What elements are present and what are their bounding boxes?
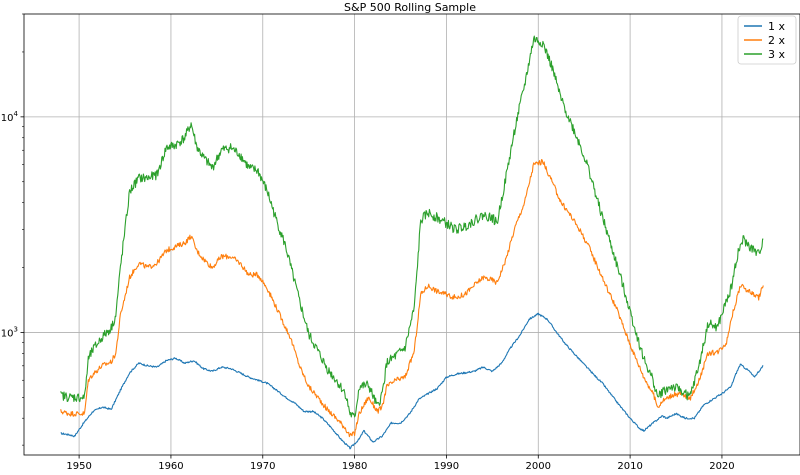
chart-title: S&P 500 Rolling Sample: [344, 1, 476, 14]
series-line-1: [60, 312, 764, 450]
series-lines: [60, 35, 764, 450]
plot-frame: [23, 13, 800, 456]
grid-lines: [24, 14, 800, 455]
y-tick-base: 10: [1, 113, 14, 124]
x-tick-label: 2010: [617, 461, 642, 472]
legend-box: [737, 15, 797, 65]
legend-label: 1 x: [768, 20, 785, 33]
plot-area: [24, 14, 800, 455]
x-tick-label: 1970: [250, 461, 275, 472]
legend: 1 x2 x3 x: [737, 15, 797, 65]
x-tick-label: 1960: [158, 461, 183, 472]
x-tick-label: 1990: [434, 461, 459, 472]
y-tick-exponent: 4: [14, 110, 19, 118]
y-tick-label: 103: [1, 325, 18, 339]
y-tick-exponent: 3: [14, 325, 18, 333]
legend-label: 2 x: [768, 34, 785, 47]
x-tick-label: 1980: [342, 461, 367, 472]
x-tick-label: 2020: [709, 461, 734, 472]
x-tick-label: 2000: [526, 461, 551, 472]
legend-label: 3 x: [768, 48, 785, 61]
x-tick-label: 1950: [66, 461, 91, 472]
y-tick-label: 104: [1, 110, 19, 124]
series-line-2: [60, 159, 764, 438]
series-line-3: [60, 35, 764, 418]
y-tick-base: 10: [1, 328, 14, 339]
